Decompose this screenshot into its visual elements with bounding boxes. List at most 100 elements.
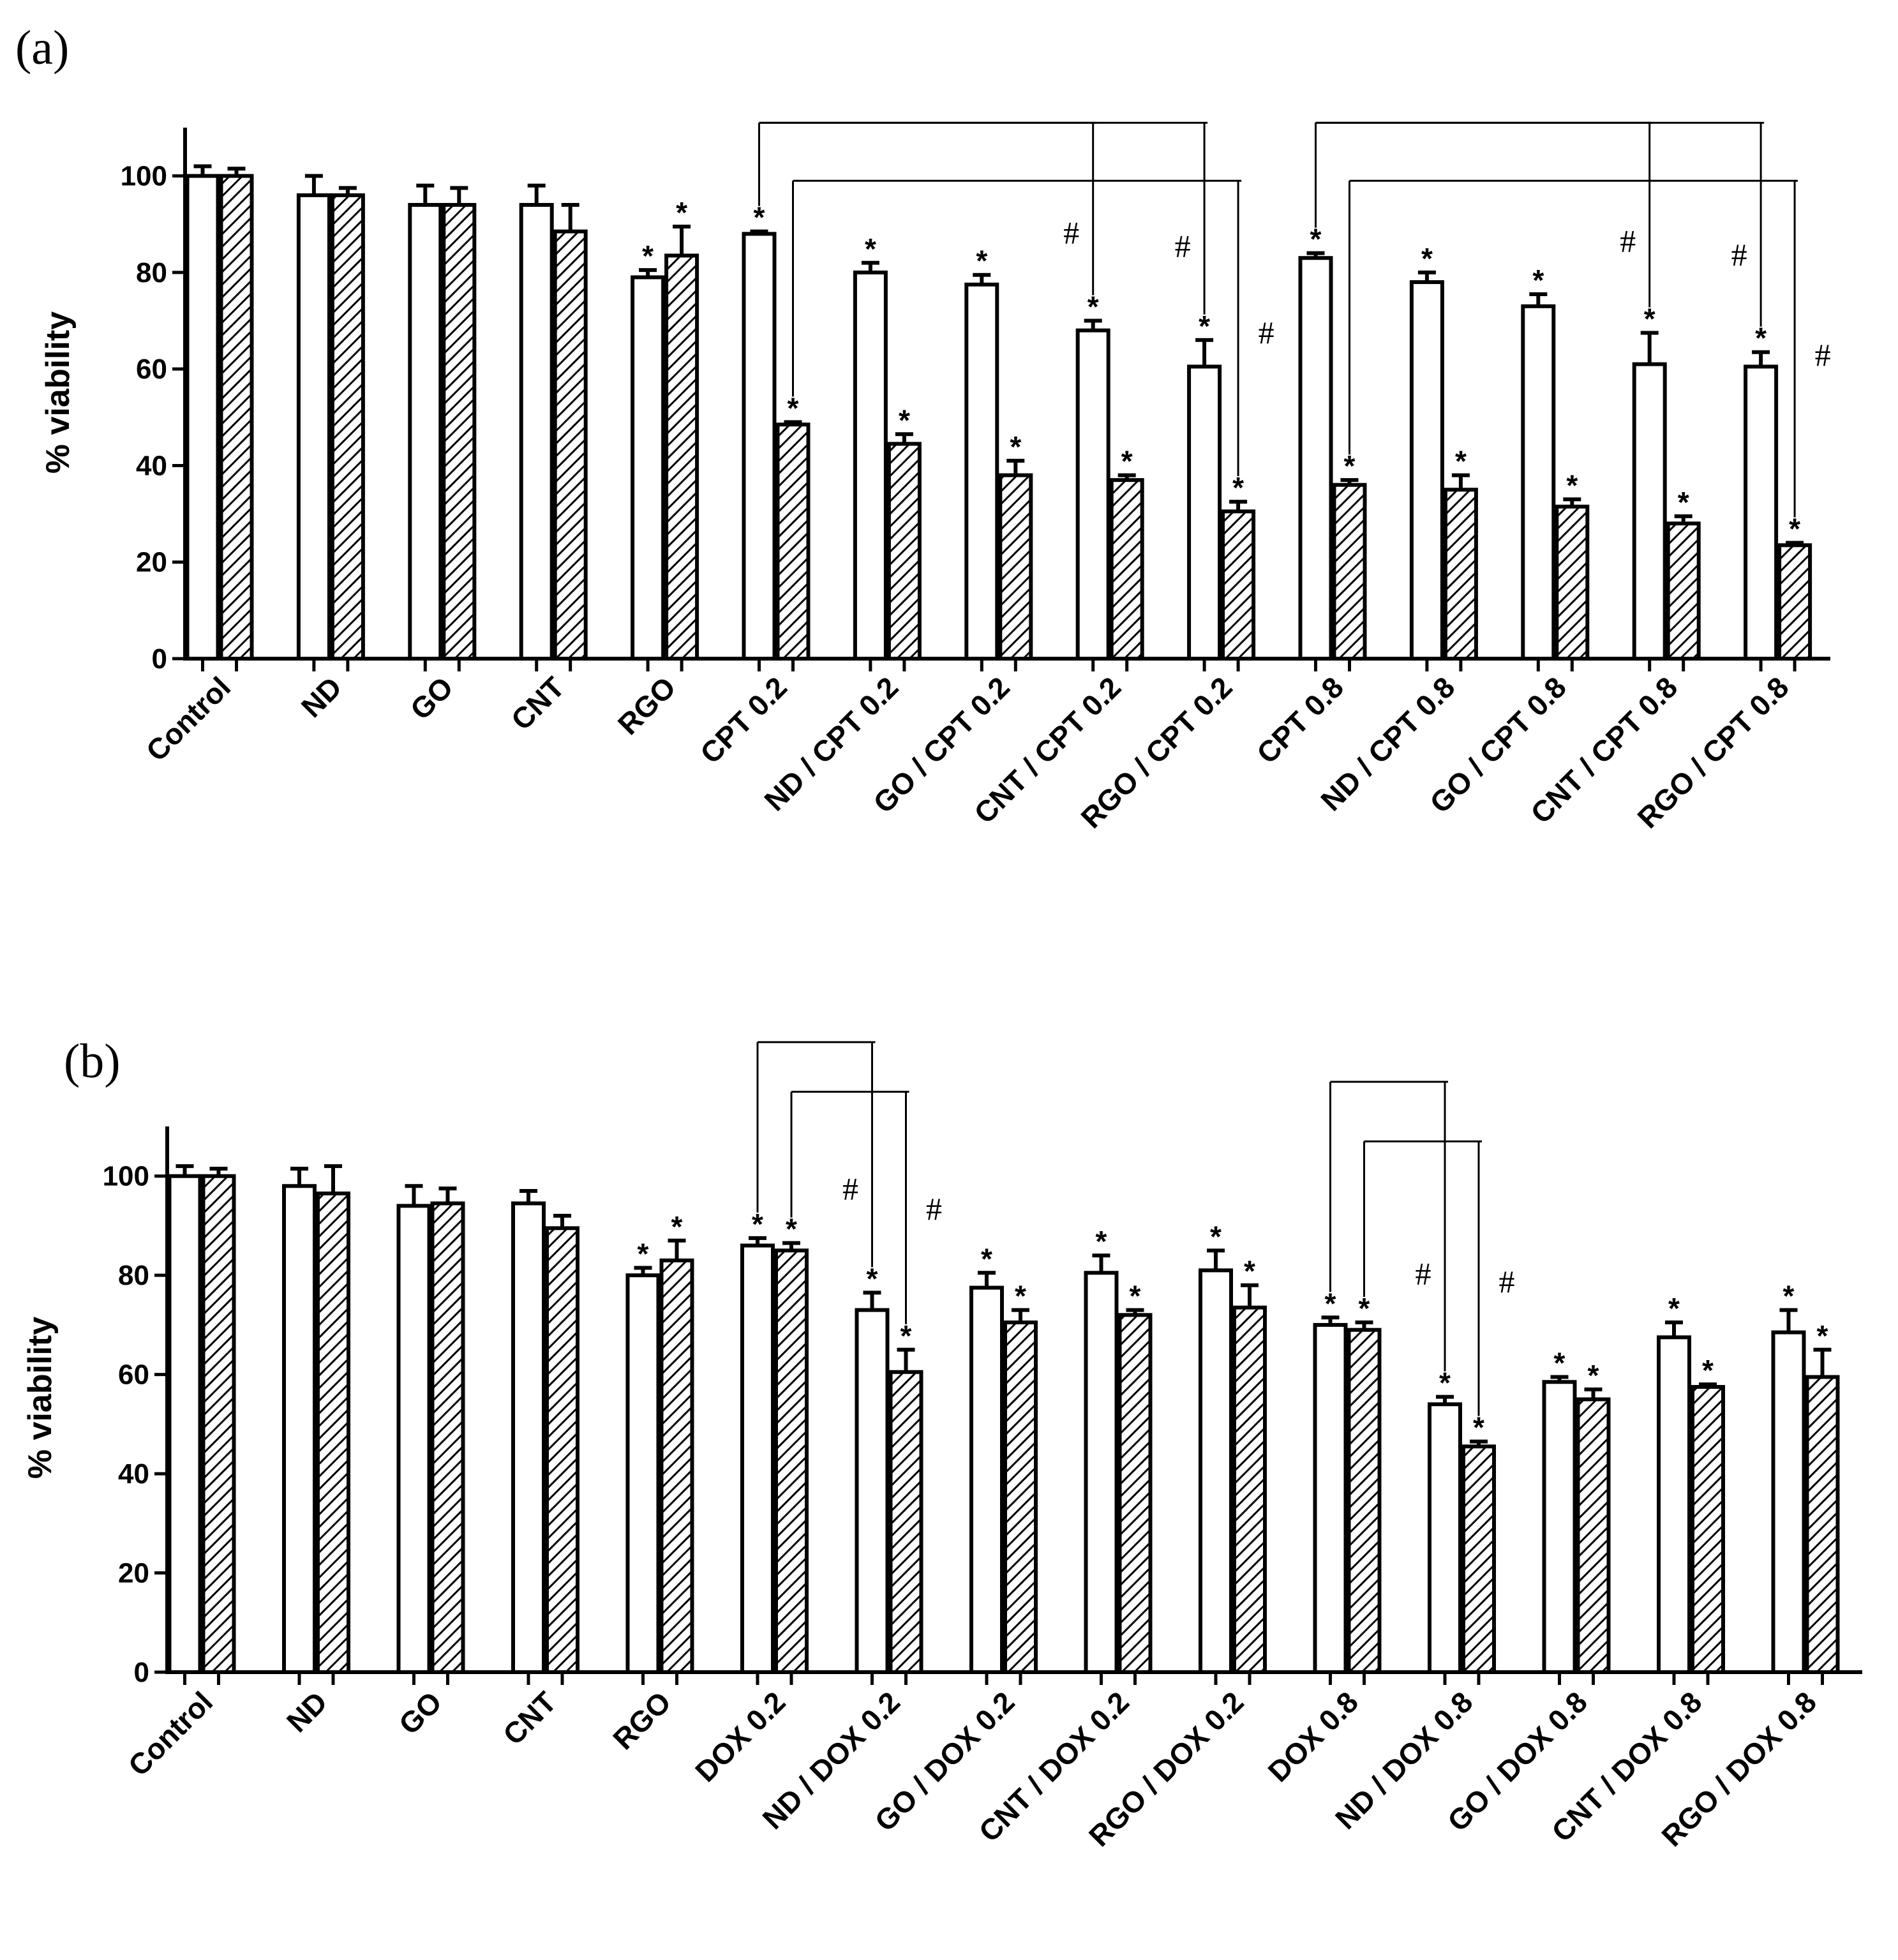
- panel-a-plot: 0 20 40 60 80 100 * * * * * * * * * * * * * * * * * * * * * * Contro…: [121, 121, 1831, 835]
- panel-b-bracket-hash: #: [1416, 1256, 1431, 1292]
- panel-a-bar-open: [964, 282, 999, 661]
- panel-b-bar-hatched: [1117, 1313, 1153, 1674]
- panel-a-bar-hatched: [1666, 521, 1701, 661]
- panel-b-bar-hatched: [1576, 1397, 1611, 1674]
- panel-a-bracket-hash: #: [1063, 215, 1079, 251]
- panel-b-bar-hatched: [1805, 1375, 1840, 1674]
- panel-a-significance-star: *: [1644, 302, 1655, 335]
- panel-b-bar-hatched: [888, 1370, 923, 1674]
- panel-a-significance-star: *: [642, 239, 654, 273]
- panel-a: (a) % viability 0 20 40 60 80 100 * * * * * * * * * * * *…: [15, 21, 1831, 835]
- panel-a-y-tick-label: 0: [152, 643, 167, 675]
- panel-b-bar-hatched: [201, 1174, 236, 1674]
- panel-b-significance-star: *: [786, 1213, 797, 1246]
- panel-b-significance-star: *: [981, 1242, 992, 1275]
- panel-b-bar-open: [1313, 1322, 1348, 1675]
- panel-a-bar-hatched: [1555, 504, 1590, 661]
- panel-b-significance-star: *: [1015, 1280, 1026, 1313]
- panel-a-bar-open: [1187, 364, 1222, 661]
- panel-a-bar-hatched: [1443, 488, 1478, 661]
- panel-b-category-label: DOX 0.2: [689, 1685, 792, 1788]
- panel-a-bar-hatched: [998, 473, 1033, 661]
- panel-a-significance-star: *: [1199, 310, 1210, 343]
- panel-b-significance-star: *: [752, 1208, 763, 1241]
- panel-a-significance-star: *: [1010, 430, 1021, 463]
- panel-a-bar-hatched: [330, 193, 365, 661]
- panel-a-bar-hatched: [1221, 509, 1256, 661]
- panel-b-bar-hatched: [1003, 1320, 1038, 1674]
- panel-a-y-tick-label: 20: [136, 547, 167, 578]
- panel-a-bar-open: [1744, 364, 1779, 661]
- panel-a-bar-open: [742, 232, 777, 661]
- panel-a-category-label: ND: [295, 670, 348, 724]
- panel-b-bar-hatched: [545, 1226, 579, 1675]
- panel-b-y-tick-label: 60: [118, 1359, 149, 1391]
- panel-b-y-tick-label: 20: [118, 1558, 149, 1589]
- panel-a-bar-hatched: [1332, 483, 1367, 661]
- panel-a-y-axis-title: % viability: [40, 311, 77, 474]
- panel-a-bracket-hash: #: [1731, 237, 1747, 273]
- panel-a-significance-star: *: [1789, 512, 1800, 545]
- panel-b-significance-star: *: [1244, 1255, 1255, 1288]
- panel-b-bracket-hash: #: [926, 1191, 942, 1227]
- panel-a-significance-star: *: [1232, 471, 1244, 504]
- panel-b-bar-hatched: [316, 1191, 350, 1674]
- panel-b-bar-open: [969, 1285, 1004, 1674]
- panel-b-significance-star: *: [900, 1319, 912, 1352]
- panel-b-bar-hatched: [774, 1248, 809, 1675]
- panel-b-y-tick-label: 100: [103, 1161, 149, 1192]
- panel-a-bar-open: [631, 275, 666, 661]
- panel-b-significance-star: *: [1439, 1366, 1451, 1400]
- panel-b-category-label: GO: [392, 1685, 448, 1740]
- panel-a-significance-star: *: [1566, 468, 1578, 502]
- panel-a-y-tick-label: 100: [121, 161, 167, 192]
- panel-b-bar-open: [396, 1204, 431, 1674]
- panel-a-significance-star: *: [976, 244, 987, 278]
- panel-a-category-label: CPT 0.8: [1250, 670, 1350, 770]
- panel-b-bar-open: [282, 1184, 317, 1674]
- panel-a-bar-hatched: [1109, 478, 1144, 661]
- panel-b-significance-star: *: [867, 1262, 878, 1295]
- panel-a-bar-open: [1632, 362, 1667, 661]
- panel-b-y-axis-title: % viability: [22, 1317, 59, 1479]
- panel-a-significance-star: *: [1455, 445, 1467, 478]
- panel-b-bar-hatched: [1232, 1305, 1267, 1675]
- panel-a-bar-hatched: [886, 442, 922, 661]
- panel-a-bar-open: [1298, 256, 1333, 661]
- panel-b-category-label: CNT: [497, 1685, 563, 1751]
- panel-b-bar-hatched: [430, 1201, 465, 1674]
- panel-a-bar-hatched: [219, 174, 254, 661]
- panel-b-bar-hatched: [1461, 1444, 1496, 1674]
- panel-b-y-tick-label: 0: [134, 1657, 149, 1688]
- panel-b-significance-star: *: [1359, 1292, 1370, 1325]
- panel-b: (b) % viability 0 20 40 60 80 100 * * * * * * * * * * * *…: [22, 1035, 1862, 1853]
- panel-b-plot: 0 20 40 60 80 100 * * * * * * * * * * * * * * * * * * * * * * Contro…: [103, 1041, 1862, 1853]
- panel-b-label: (b): [64, 1035, 121, 1088]
- panel-a-significance-star: *: [1310, 223, 1322, 256]
- panel-b-bar-hatched: [1347, 1328, 1382, 1675]
- panel-a-bar-open: [1075, 328, 1110, 661]
- panel-a-significance-star: *: [1121, 445, 1133, 478]
- panel-b-significance-star: *: [1588, 1359, 1599, 1392]
- panel-b-significance-star: *: [638, 1238, 649, 1271]
- panel-b-significance-star: *: [1668, 1292, 1680, 1325]
- panel-a-bracket-hash: #: [1259, 315, 1274, 350]
- panel-b-significance-star: *: [1325, 1287, 1336, 1320]
- panel-a-significance-star: *: [1755, 322, 1767, 355]
- panel-b-bar-open: [1542, 1380, 1577, 1674]
- panel-b-significance-star: *: [1554, 1347, 1565, 1380]
- panel-a-significance-star: *: [1421, 242, 1433, 275]
- panel-b-significance-star: *: [1817, 1319, 1828, 1352]
- panel-a-category-label: CPT 0.2: [694, 670, 793, 770]
- panel-a-category-label: GO: [403, 670, 459, 726]
- panel-a-bar-open: [408, 203, 443, 661]
- panel-a-bar-hatched: [664, 253, 699, 661]
- panel-b-bar-open: [1771, 1330, 1806, 1674]
- panel-a-bar-hatched: [442, 203, 477, 661]
- panel-a-label: (a): [15, 21, 69, 75]
- panel-a-significance-star: *: [1087, 290, 1099, 324]
- panel-a-bracket-hash: #: [1175, 228, 1191, 264]
- panel-b-significance-star: *: [1473, 1411, 1484, 1444]
- panel-a-category-label: Control: [140, 670, 237, 767]
- panel-b-bar-open: [855, 1308, 890, 1674]
